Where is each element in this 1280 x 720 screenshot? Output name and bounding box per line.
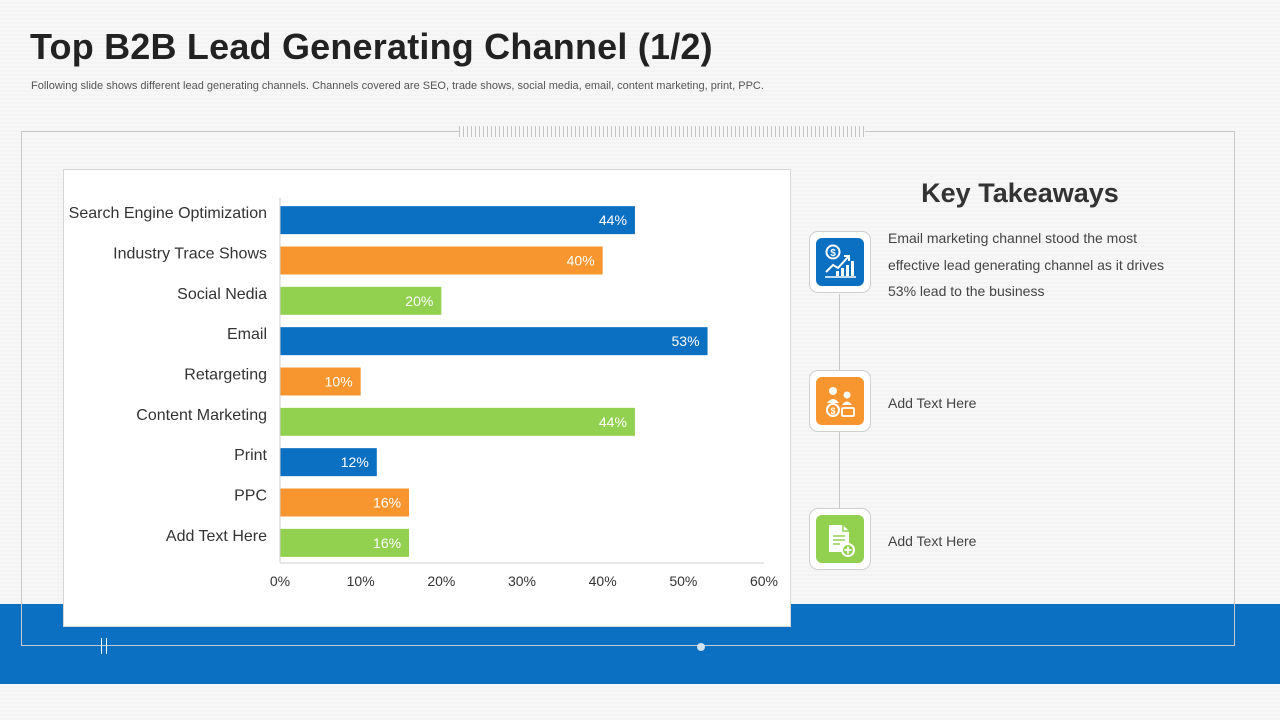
bar-4 [280,367,361,396]
bar-chart: 44% Search Engine Optimization 40% Industry… [69,198,778,589]
page-subtitle: Following slide shows different lead gen… [31,80,764,92]
frame-decoration-ticks [459,126,865,137]
x-tick-label: 0% [270,573,290,589]
takeaway-text-3: Add Text Here [888,533,977,549]
takeaway-icon-box-1: $ [809,231,871,293]
svg-text:$: $ [830,248,836,259]
frame-dot [697,643,705,651]
category-label: Retargeting [184,367,267,384]
takeaway-icon-box-2: $ [809,370,871,432]
frame-corner-mark [101,638,107,654]
category-label: Print [234,447,267,464]
category-label: Social Nedia [177,286,267,303]
bar-2 [280,286,442,315]
bar-value-label: 16% [373,535,401,551]
category-label: Industry Trace Shows [113,246,267,263]
chart-card: 44% Search Engine Optimization 40% Industry… [63,169,791,627]
takeaway-icon-box-3 [809,508,871,570]
x-tick-label: 60% [750,573,778,589]
x-tick-label: 30% [508,573,536,589]
category-label: Search Engine Optimization [69,205,267,222]
x-tick-label: 50% [669,573,697,589]
bar-0 [280,206,635,235]
category-label: Email [227,326,267,343]
category-label: Add Text Here [166,528,267,545]
bar-6 [280,448,377,477]
bar-5 [280,407,635,436]
category-label: PPC [234,488,267,505]
x-tick-label: 40% [589,573,617,589]
bar-value-label: 12% [341,454,369,470]
bar-8 [280,528,410,557]
key-takeaways-heading: Key Takeaways [921,178,1119,208]
svg-text:$: $ [830,406,835,416]
page-title: Top B2B Lead Generating Channel (1/2) [30,26,713,67]
takeaway-connector-line [839,432,840,508]
bar-value-label: 44% [599,212,627,228]
x-tick-label: 20% [427,573,455,589]
bar-1 [280,246,603,275]
bar-3 [280,327,708,356]
takeaway-text-2: Add Text Here [888,395,977,411]
bar-value-label: 10% [325,374,353,390]
takeaway-connector-line [839,294,840,370]
team-money-icon: $ [816,377,864,425]
category-label: Content Marketing [136,407,267,424]
bar-value-label: 40% [567,253,595,269]
x-tick-label: 10% [347,573,375,589]
growth-chart-dollar-icon: $ [816,238,864,286]
bar-value-label: 44% [599,414,627,430]
takeaway-text-1: Email marketing channel stood the most e… [888,230,1165,299]
bar-value-label: 53% [672,333,700,349]
bar-value-label: 16% [373,495,401,511]
document-add-icon [816,515,864,563]
bar-7 [280,488,410,517]
bar-value-label: 20% [405,293,433,309]
